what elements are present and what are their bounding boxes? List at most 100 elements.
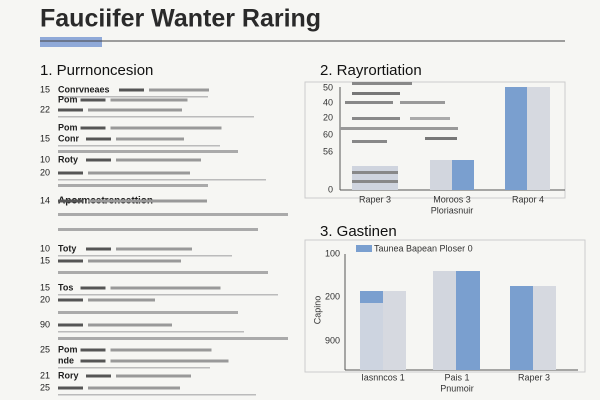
page-title: Fauciifer Wanter Raring bbox=[40, 5, 321, 33]
placeholder-line bbox=[400, 101, 445, 104]
bar bbox=[533, 286, 556, 370]
placeholder-line bbox=[58, 213, 288, 216]
y-axis-label: Capino bbox=[312, 296, 322, 325]
x-tick-label: Rapor 4 bbox=[512, 194, 544, 204]
placeholder-line bbox=[352, 171, 398, 174]
placeholder-line bbox=[88, 199, 207, 203]
placeholder-line bbox=[58, 337, 288, 340]
y-tick-label: 40 bbox=[323, 97, 333, 107]
legend-swatch bbox=[356, 245, 372, 252]
placeholder-line bbox=[80, 126, 106, 130]
placeholder-line bbox=[345, 101, 393, 104]
placeholder-line bbox=[86, 158, 111, 162]
placeholder-line bbox=[116, 158, 201, 162]
placeholder-line bbox=[58, 311, 238, 314]
x-tick-label: Iasnncos 1 bbox=[361, 372, 405, 382]
item-label: Conrvneaes bbox=[58, 84, 110, 94]
placeholder-line bbox=[80, 359, 106, 363]
placeholder-line bbox=[58, 199, 83, 203]
chart-frame bbox=[304, 81, 566, 199]
bar bbox=[383, 291, 406, 370]
placeholder-line bbox=[116, 247, 192, 251]
chart-frame bbox=[304, 239, 586, 373]
placeholder-line bbox=[58, 323, 83, 327]
placeholder-line bbox=[58, 145, 220, 147]
item-number: 25 bbox=[40, 382, 50, 392]
item-number: 25 bbox=[40, 344, 50, 354]
section-title: 1. Purrnoncesion bbox=[40, 62, 153, 79]
item-number: 20 bbox=[40, 167, 50, 177]
placeholder-line bbox=[88, 386, 180, 390]
placeholder-line bbox=[352, 140, 387, 143]
y-tick-label: 900 bbox=[325, 335, 340, 345]
placeholder-line bbox=[149, 88, 209, 92]
item-number: 15 bbox=[40, 133, 50, 143]
bar bbox=[456, 271, 480, 370]
item-number: 10 bbox=[40, 243, 50, 253]
placeholder-line bbox=[86, 374, 111, 378]
bar bbox=[352, 166, 398, 190]
x-tick-label: Pnumoir bbox=[440, 383, 474, 393]
placeholder-line bbox=[80, 286, 106, 290]
placeholder-line bbox=[88, 298, 155, 302]
item-label: Pom bbox=[58, 344, 78, 354]
item-number: 15 bbox=[40, 84, 50, 94]
y-tick-label: 100 bbox=[325, 248, 340, 258]
placeholder-line bbox=[86, 137, 111, 141]
placeholder-line bbox=[86, 247, 111, 251]
item-number: 90 bbox=[40, 319, 50, 329]
placeholder-line bbox=[58, 96, 208, 98]
item-label: Conr bbox=[58, 133, 79, 143]
item-label: Pom bbox=[58, 122, 78, 132]
bar bbox=[527, 87, 550, 190]
placeholder-line bbox=[58, 171, 83, 175]
y-tick-label: 56 bbox=[323, 146, 333, 156]
placeholder-line bbox=[425, 137, 457, 140]
placeholder-line bbox=[58, 228, 258, 231]
item-label: Rory bbox=[58, 370, 79, 380]
placeholder-line bbox=[88, 323, 172, 327]
title-highlight bbox=[40, 37, 102, 47]
placeholder-line bbox=[58, 271, 268, 274]
placeholder-line bbox=[88, 108, 182, 112]
placeholder-line bbox=[80, 348, 106, 352]
placeholder-line bbox=[58, 386, 83, 390]
bar bbox=[452, 160, 474, 190]
placeholder-line bbox=[352, 180, 398, 183]
placeholder-line bbox=[110, 286, 221, 290]
bar bbox=[360, 303, 383, 370]
placeholder-line bbox=[58, 116, 254, 118]
item-label: Tos bbox=[58, 282, 73, 292]
placeholder-line bbox=[116, 137, 184, 141]
x-tick-label: Raper 3 bbox=[359, 194, 391, 204]
placeholder-line bbox=[110, 126, 222, 130]
item-label: nde bbox=[58, 355, 74, 365]
item-label: Toty bbox=[58, 243, 76, 253]
placeholder-line bbox=[58, 255, 232, 257]
placeholder-line bbox=[88, 171, 190, 175]
bar bbox=[433, 271, 456, 370]
item-number: 21 bbox=[40, 370, 50, 380]
item-number: 15 bbox=[40, 282, 50, 292]
placeholder-line bbox=[88, 259, 181, 263]
placeholder-line bbox=[110, 98, 188, 102]
placeholder-line bbox=[58, 367, 210, 369]
bar bbox=[430, 160, 452, 190]
item-label: Roty bbox=[58, 154, 78, 164]
placeholder-line bbox=[119, 88, 144, 92]
y-tick-label: 0 bbox=[328, 184, 333, 194]
placeholder-line bbox=[340, 127, 458, 130]
placeholder-line bbox=[352, 92, 400, 95]
section-title: 3. Gastinen bbox=[320, 223, 397, 240]
bar bbox=[505, 87, 527, 190]
chart: Taunea Bapean Ploser 0 Capino 100200900 … bbox=[304, 239, 586, 393]
y-tick-label: 200 bbox=[325, 291, 340, 301]
placeholder-line bbox=[58, 108, 83, 112]
placeholder-line bbox=[110, 359, 229, 363]
item-number: 20 bbox=[40, 294, 50, 304]
placeholder-line bbox=[58, 331, 244, 333]
y-tick-label: 60 bbox=[323, 129, 333, 139]
item-number: 10 bbox=[40, 154, 50, 164]
